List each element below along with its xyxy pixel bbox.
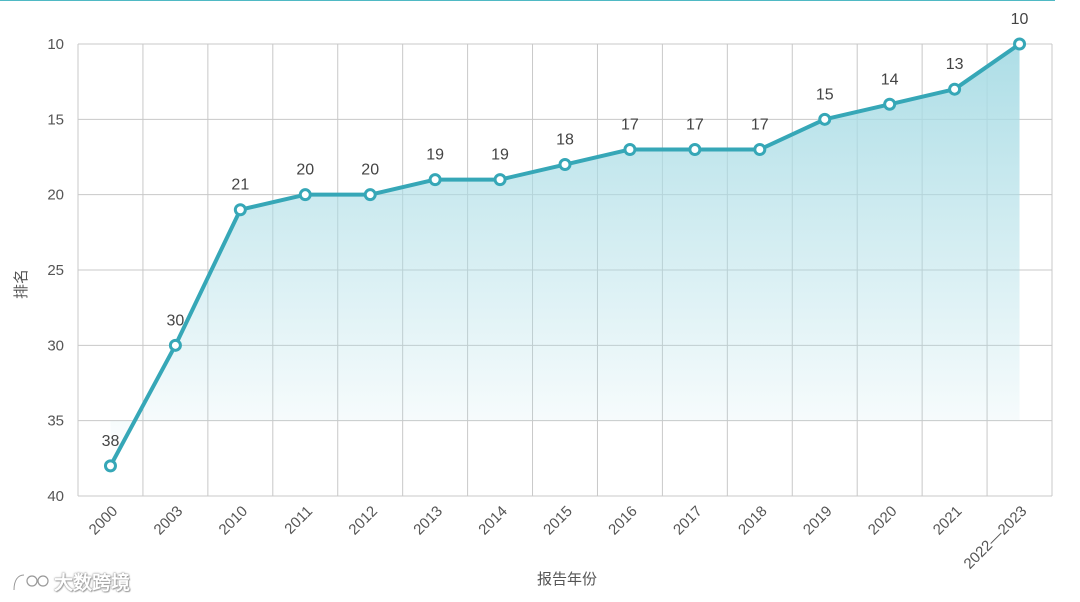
x-axis-title: 报告年份 xyxy=(537,570,597,588)
data-label: 17 xyxy=(621,116,639,133)
data-point xyxy=(233,203,247,217)
y-tick-label: 40 xyxy=(47,488,64,505)
y-axis-title: 排名 xyxy=(12,269,30,299)
data-point xyxy=(818,112,832,126)
x-tick-label: 2020 xyxy=(865,503,901,539)
x-tick-label: 2010 xyxy=(216,503,252,539)
y-tick-label: 15 xyxy=(47,111,64,128)
data-point xyxy=(753,142,767,156)
data-point xyxy=(1013,37,1027,51)
x-tick-label: 2017 xyxy=(670,503,706,539)
y-tick-label: 10 xyxy=(47,36,64,53)
data-label: 18 xyxy=(556,132,574,149)
top-border-line xyxy=(0,0,1055,1)
x-tick-label: 2021 xyxy=(930,503,966,539)
data-point xyxy=(363,188,377,202)
y-tick-label: 25 xyxy=(47,262,64,279)
data-label: 10 xyxy=(1011,11,1029,28)
y-tick-label: 20 xyxy=(47,187,64,204)
watermark-logo-icon xyxy=(12,573,49,590)
x-tick-label: 2014 xyxy=(475,503,511,539)
data-point xyxy=(428,173,442,187)
data-label: 38 xyxy=(102,433,120,450)
x-axis-ticks: 2000 2003 2010 2011 2012 2013 2014 2015 2016 2017… xyxy=(86,503,1031,573)
x-tick-label: 2003 xyxy=(151,503,187,539)
x-tick-label: 2000 xyxy=(86,503,122,539)
data-point xyxy=(558,158,572,172)
data-label: 15 xyxy=(816,86,834,103)
area-fill xyxy=(110,44,1020,466)
data-point xyxy=(948,82,962,96)
x-tick-label: 2022—2023 xyxy=(961,503,1031,573)
data-label: 20 xyxy=(296,162,314,179)
y-tick-label: 35 xyxy=(47,413,64,430)
data-label: 14 xyxy=(881,71,899,88)
x-tick-label: 2013 xyxy=(410,503,446,539)
data-label: 17 xyxy=(686,116,704,133)
x-tick-label: 2011 xyxy=(281,503,316,538)
data-point xyxy=(688,142,702,156)
data-label: 19 xyxy=(491,147,509,164)
x-tick-label: 2018 xyxy=(735,503,771,539)
watermark: 大数跨境 xyxy=(10,568,130,595)
data-label: 30 xyxy=(167,312,185,329)
data-point xyxy=(168,338,182,352)
x-tick-label: 2015 xyxy=(540,503,576,539)
y-tick-label: 30 xyxy=(47,337,64,354)
data-label: 13 xyxy=(946,56,964,73)
area-fill-group xyxy=(110,44,1020,466)
data-point xyxy=(493,173,507,187)
data-label: 19 xyxy=(426,147,444,164)
data-point xyxy=(298,188,312,202)
data-point xyxy=(623,142,637,156)
data-label: 20 xyxy=(361,162,379,179)
data-label: 21 xyxy=(231,177,249,194)
data-point xyxy=(883,97,897,111)
data-points xyxy=(103,37,1027,473)
x-tick-label: 2012 xyxy=(345,503,381,539)
data-labels: 38 30 21 20 20 19 19 18 17 17 17 15 14 13 10 xyxy=(102,11,1029,450)
watermark-text: 大数跨境 xyxy=(54,572,131,594)
data-label: 17 xyxy=(751,116,769,133)
x-tick-label: 2019 xyxy=(800,503,836,539)
x-tick-label: 2016 xyxy=(605,503,641,539)
y-axis-ticks: 10 15 20 25 30 35 40 xyxy=(47,36,64,505)
data-point xyxy=(103,459,117,473)
